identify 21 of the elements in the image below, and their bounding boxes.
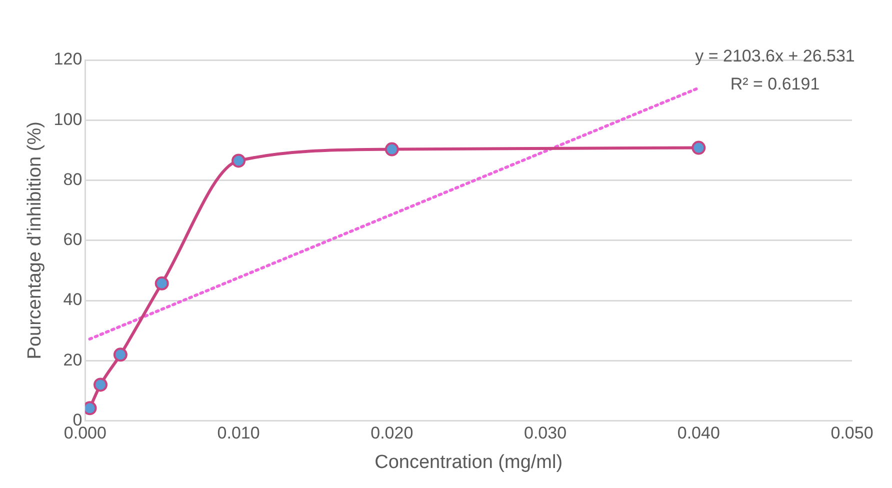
point xyxy=(384,142,399,156)
y-tick-label: 120 xyxy=(54,50,82,69)
x-tick-label: 0.050 xyxy=(830,424,874,443)
point xyxy=(154,276,169,290)
y-tick-label: 20 xyxy=(63,350,82,370)
x-axis-title: Concentration (mg/ml) xyxy=(374,452,563,473)
annotation: R² = 0.6191 xyxy=(730,74,820,94)
point xyxy=(113,348,128,362)
annotation: y = 2103.6x + 26.531 xyxy=(695,46,855,66)
x-tick-label: 0.020 xyxy=(370,424,414,443)
point xyxy=(94,378,108,392)
y-tick-label: 100 xyxy=(54,110,82,129)
y-tick-label: 60 xyxy=(63,230,82,250)
point xyxy=(692,140,706,155)
point xyxy=(232,154,246,168)
x-tick-label: 0.010 xyxy=(217,424,260,443)
y-tick-label: 40 xyxy=(63,290,82,310)
x-tick-label: 0.040 xyxy=(677,424,720,443)
y-tick-label: 80 xyxy=(63,170,82,189)
x-tick-label: 0.030 xyxy=(524,424,567,443)
y-axis-title: Pourcentage d’inhibition (%) xyxy=(24,122,46,360)
